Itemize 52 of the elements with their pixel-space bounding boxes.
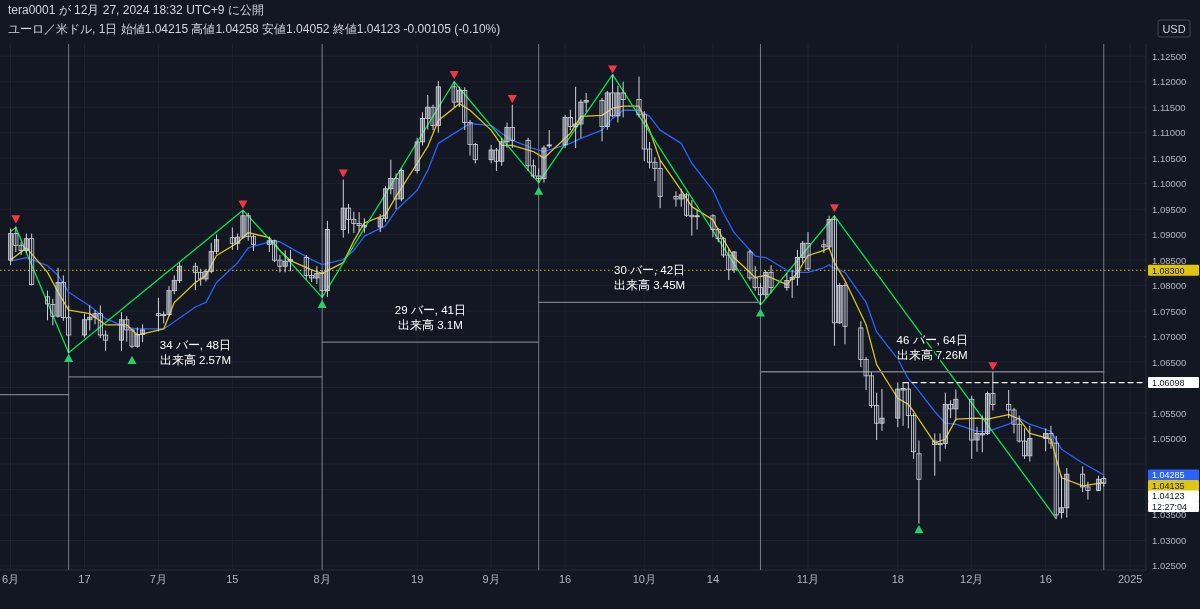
x-tick-label: 11月 (796, 573, 820, 585)
x-tick-label: 12月 (960, 573, 984, 585)
x-tick-label: 14 (706, 573, 720, 585)
data-label: 1.06098 (1152, 377, 1185, 388)
x-tick-label: 10月 (632, 573, 656, 585)
annotation: 出来高 2.57M (159, 353, 231, 366)
ref-line-label: 1.08300 (1152, 265, 1185, 276)
y-tick-label: 1.07500 (1152, 305, 1187, 317)
y-tick-label: 1.09000 (1152, 229, 1187, 241)
y-tick-label: 1.03500 (1152, 509, 1187, 521)
price-badge: 12:27:04 (1148, 500, 1199, 512)
price-badge: 1.04285 (1148, 469, 1199, 481)
x-tick-label: 2025 (1117, 573, 1143, 585)
x-tick-label: 19 (411, 573, 424, 585)
y-tick-label: 1.10500 (1152, 152, 1187, 164)
x-tick-label: 6月 (2, 573, 20, 585)
x-tick-label: 15 (226, 573, 239, 585)
y-tick-label: 1.09500 (1152, 203, 1187, 215)
y-tick-label: 1.08000 (1152, 280, 1187, 292)
y-tick-label: 1.07000 (1152, 331, 1187, 343)
y-axis-title: USD (1162, 22, 1186, 35)
y-tick-label: 1.06500 (1152, 356, 1187, 368)
annotation: 30 バー, 42日 (614, 264, 686, 277)
y-tick-label: 1.08500 (1152, 254, 1187, 266)
price-badge: 1.04123 (1148, 490, 1199, 502)
x-tick-label: 9月 (482, 573, 500, 585)
chart-subtitle: ユーロ／米ドル, 1日 始値1.04215 高値1.04258 安値1.04052 終値1.04123 -0.00105 (-0.10%) (8, 22, 501, 36)
x-tick-label: 17 (78, 573, 91, 585)
x-tick-label: 16 (558, 573, 572, 585)
y-tick-label: 1.03000 (1152, 534, 1187, 546)
x-tick-label: 8月 (313, 573, 331, 585)
x-tick-label: 7月 (149, 573, 167, 585)
annotation: 出来高 7.26M (896, 348, 968, 361)
y-tick-label: 1.11500 (1152, 101, 1186, 113)
y-tick-label: 1.10000 (1152, 178, 1187, 190)
annotation: 出来高 3.1M (398, 319, 463, 332)
annotation: 46 バー, 64日 (896, 333, 968, 346)
y-tick-label: 1.05000 (1152, 433, 1187, 444)
x-tick-label: 18 (891, 573, 904, 585)
y-tick-label: 1.11000 (1152, 127, 1186, 139)
chart-title: tera0001 が 12月 27, 2024 18:32 UTC+9 に公開 (8, 3, 264, 17)
y-tick-label: 1.12000 (1152, 76, 1187, 88)
y-tick-label: 1.05500 (1152, 407, 1187, 419)
price-badge: 1.08300 (1148, 264, 1199, 276)
price-badge: 1.04135 (1148, 479, 1199, 491)
annotation: 出来高 3.45M (614, 279, 686, 292)
annotation: 34 バー, 48日 (159, 338, 231, 351)
y-tick-label: 1.12500 (1152, 50, 1187, 62)
y-tick-label: 1.02500 (1152, 560, 1187, 572)
x-tick-label: 16 (1039, 573, 1052, 585)
annotation: 29 バー, 41日 (394, 304, 466, 317)
price-badge: 1.06098 (1148, 377, 1199, 389)
